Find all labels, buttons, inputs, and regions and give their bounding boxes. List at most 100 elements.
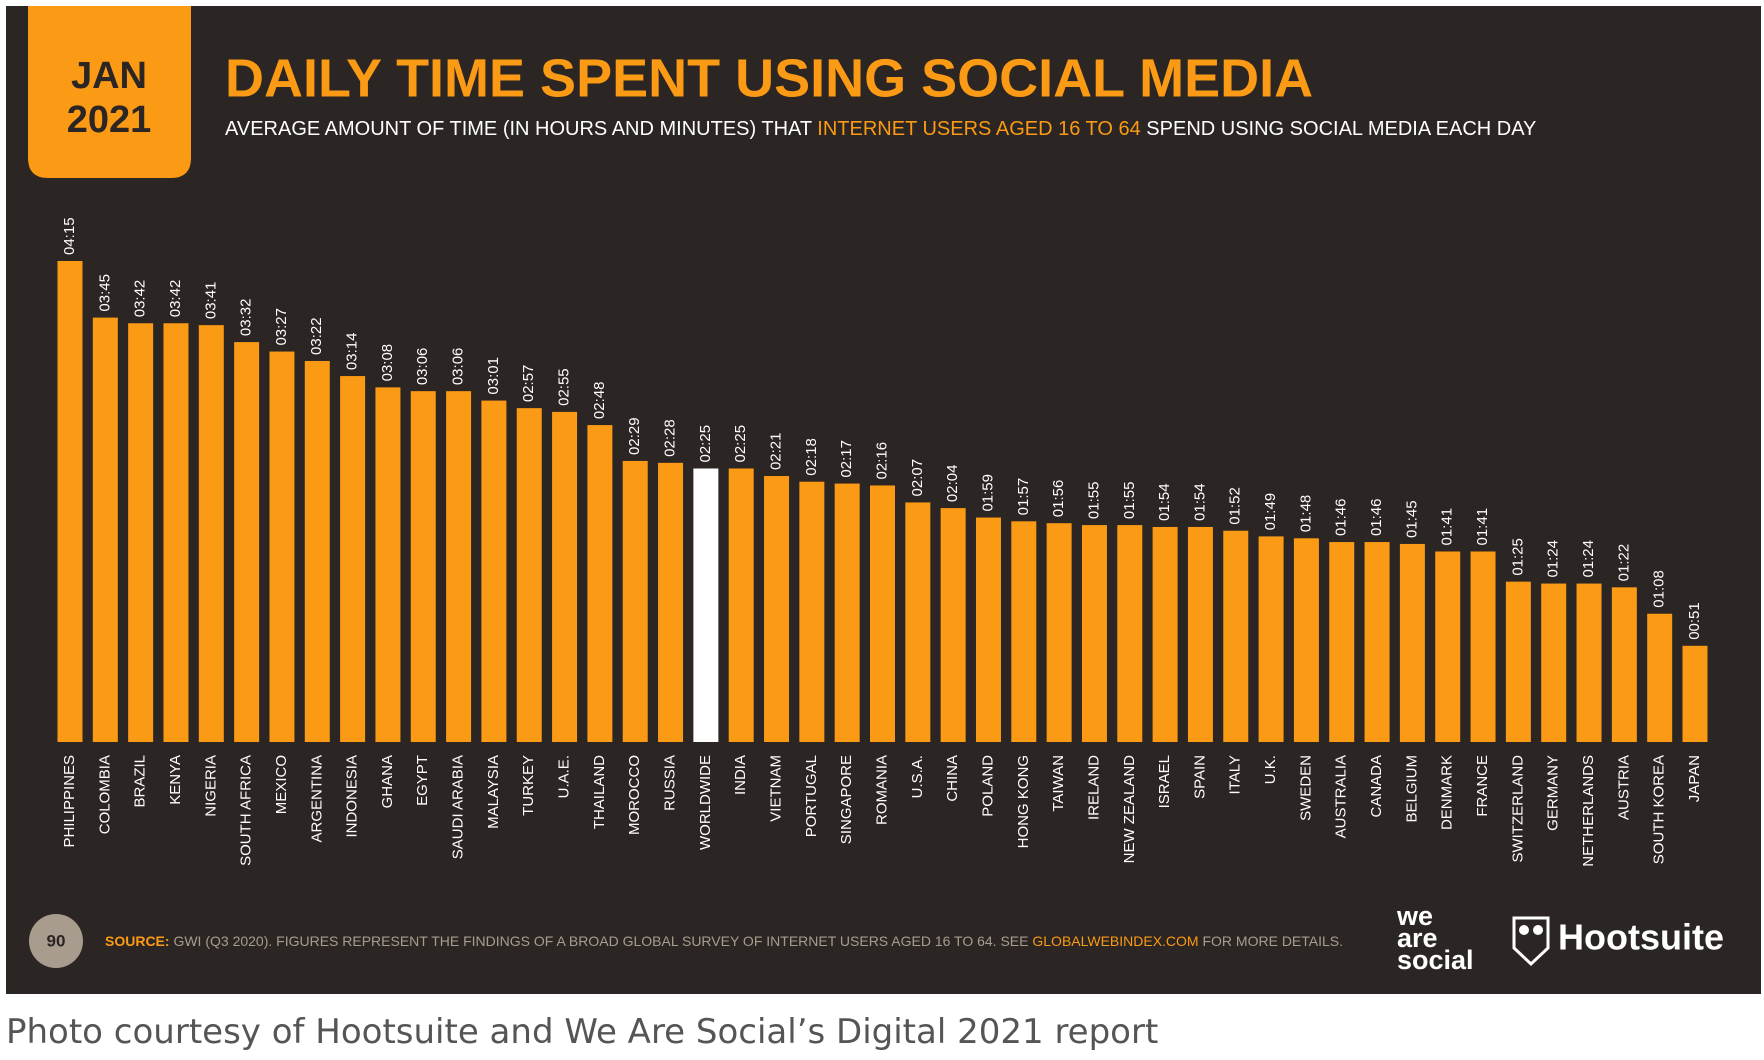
value-label: 02:17 xyxy=(838,440,855,478)
x-tick-label: AUSTRIA xyxy=(1615,755,1632,820)
owl-eye xyxy=(1519,925,1529,935)
value-label: 01:57 xyxy=(1015,478,1032,516)
bar xyxy=(481,400,507,742)
bar xyxy=(1470,551,1496,742)
bar xyxy=(375,387,401,742)
x-tick-label: VIETNAM xyxy=(767,755,784,822)
value-label: 01:55 xyxy=(1085,482,1102,520)
value-label: 03:01 xyxy=(485,357,502,395)
x-tick-label: GHANA xyxy=(379,755,396,808)
bar xyxy=(410,391,436,742)
x-tick-label: MALAYSIA xyxy=(485,755,502,829)
bar xyxy=(516,408,542,742)
subtitle-part: SPEND USING SOCIAL MEDIA EACH DAY xyxy=(1141,118,1537,140)
x-tick-label: GERMANY xyxy=(1545,755,1562,831)
date-badge xyxy=(28,6,191,178)
bar xyxy=(1682,645,1708,742)
value-label: 03:14 xyxy=(344,333,361,371)
value-label: 01:55 xyxy=(1121,482,1138,520)
value-label: 02:18 xyxy=(803,438,820,476)
bar xyxy=(1011,521,1037,742)
x-tick-label: WORLDWIDE xyxy=(697,755,714,850)
bar xyxy=(234,342,260,742)
badge-year: 2021 xyxy=(67,99,152,141)
bar xyxy=(1505,581,1531,742)
value-label: 02:29 xyxy=(626,417,643,455)
x-tick-label: SAUDI ARABIA xyxy=(450,755,467,859)
x-tick-label: POLAND xyxy=(979,755,996,817)
bar xyxy=(728,468,754,742)
x-tick-label: AUSTRALIA xyxy=(1333,755,1350,838)
x-tick-label: DENMARK xyxy=(1439,755,1456,830)
bar xyxy=(446,391,472,742)
source-label: SOURCE: xyxy=(105,933,170,949)
value-label: 02:07 xyxy=(909,459,926,497)
x-tick-label: CHINA xyxy=(944,755,961,802)
x-tick-label: FRANCE xyxy=(1474,755,1491,817)
value-label: 02:16 xyxy=(873,442,890,480)
logo-text: we xyxy=(1396,901,1433,931)
x-tick-label: ROMANIA xyxy=(873,755,890,825)
bar xyxy=(587,425,613,742)
bar xyxy=(905,502,931,742)
value-label: 03:27 xyxy=(273,308,290,346)
bar xyxy=(1081,525,1107,742)
plot: 04:15 PHILIPPINES 03:45 COLOMBIA 03:42 BRAZIL… xyxy=(57,217,1708,867)
bar xyxy=(269,351,295,742)
x-tick-label: RUSSIA xyxy=(662,755,679,811)
x-tick-label: U.A.E. xyxy=(556,755,573,798)
value-label: 01:46 xyxy=(1368,499,1385,537)
x-tick-label: COLOMBIA xyxy=(96,755,113,834)
bar xyxy=(693,468,719,742)
value-label: 03:42 xyxy=(167,280,184,318)
x-tick-label: ARGENTINA xyxy=(308,755,325,843)
x-tick-label: TURKEY xyxy=(520,755,537,816)
x-tick-label: INDIA xyxy=(732,755,749,795)
bar xyxy=(1187,526,1213,742)
page-badge xyxy=(29,914,83,968)
bar xyxy=(1046,523,1072,742)
value-label: 04:15 xyxy=(61,217,78,255)
logo-text: social xyxy=(1397,945,1474,975)
bar xyxy=(1329,542,1355,742)
x-tick-label: NETHERLANDS xyxy=(1580,755,1597,867)
subtitle: AVERAGE AMOUNT OF TIME (IN HOURS AND MIN… xyxy=(225,118,1536,140)
x-tick-label: U.K. xyxy=(1262,755,1279,784)
bar xyxy=(1223,530,1249,742)
x-tick-label: ITALY xyxy=(1227,755,1244,794)
bar xyxy=(1293,538,1319,742)
value-label: 01:54 xyxy=(1156,483,1173,521)
bar xyxy=(975,517,1001,742)
page-number: 90 xyxy=(47,931,66,950)
x-tick-label: BELGIUM xyxy=(1403,755,1420,823)
bar xyxy=(1258,536,1284,742)
value-label: 01:24 xyxy=(1580,540,1597,578)
value-label: 02:25 xyxy=(697,425,714,463)
bar xyxy=(1364,542,1390,742)
x-tick-label: SOUTH KOREA xyxy=(1651,755,1668,864)
value-label: 02:48 xyxy=(591,382,608,420)
x-tick-label: MOROCCO xyxy=(626,755,643,835)
x-tick-label: JAPAN xyxy=(1686,755,1703,802)
value-label: 01:46 xyxy=(1333,499,1350,537)
x-tick-label: BRAZIL xyxy=(132,755,149,808)
value-label: 02:25 xyxy=(732,425,749,463)
value-label: 02:57 xyxy=(520,365,537,403)
value-label: 02:21 xyxy=(767,432,784,470)
owl-eye xyxy=(1533,925,1543,935)
value-label: 03:06 xyxy=(450,348,467,386)
bar xyxy=(658,462,684,742)
value-label: 01:56 xyxy=(1050,480,1067,518)
value-label: 00:51 xyxy=(1686,602,1703,640)
bar xyxy=(1152,526,1178,742)
bar xyxy=(92,317,118,742)
x-tick-label: MEXICO xyxy=(273,755,290,814)
x-tick-label: SINGAPORE xyxy=(838,755,855,844)
x-tick-label: PHILIPPINES xyxy=(61,755,78,848)
bar xyxy=(57,261,83,742)
source: SOURCE: GWI (Q3 2020). FIGURES REPRESENT… xyxy=(105,933,1343,949)
value-label: 01:24 xyxy=(1545,540,1562,578)
x-tick-label: ISRAEL xyxy=(1156,755,1173,808)
bar xyxy=(1647,613,1673,742)
